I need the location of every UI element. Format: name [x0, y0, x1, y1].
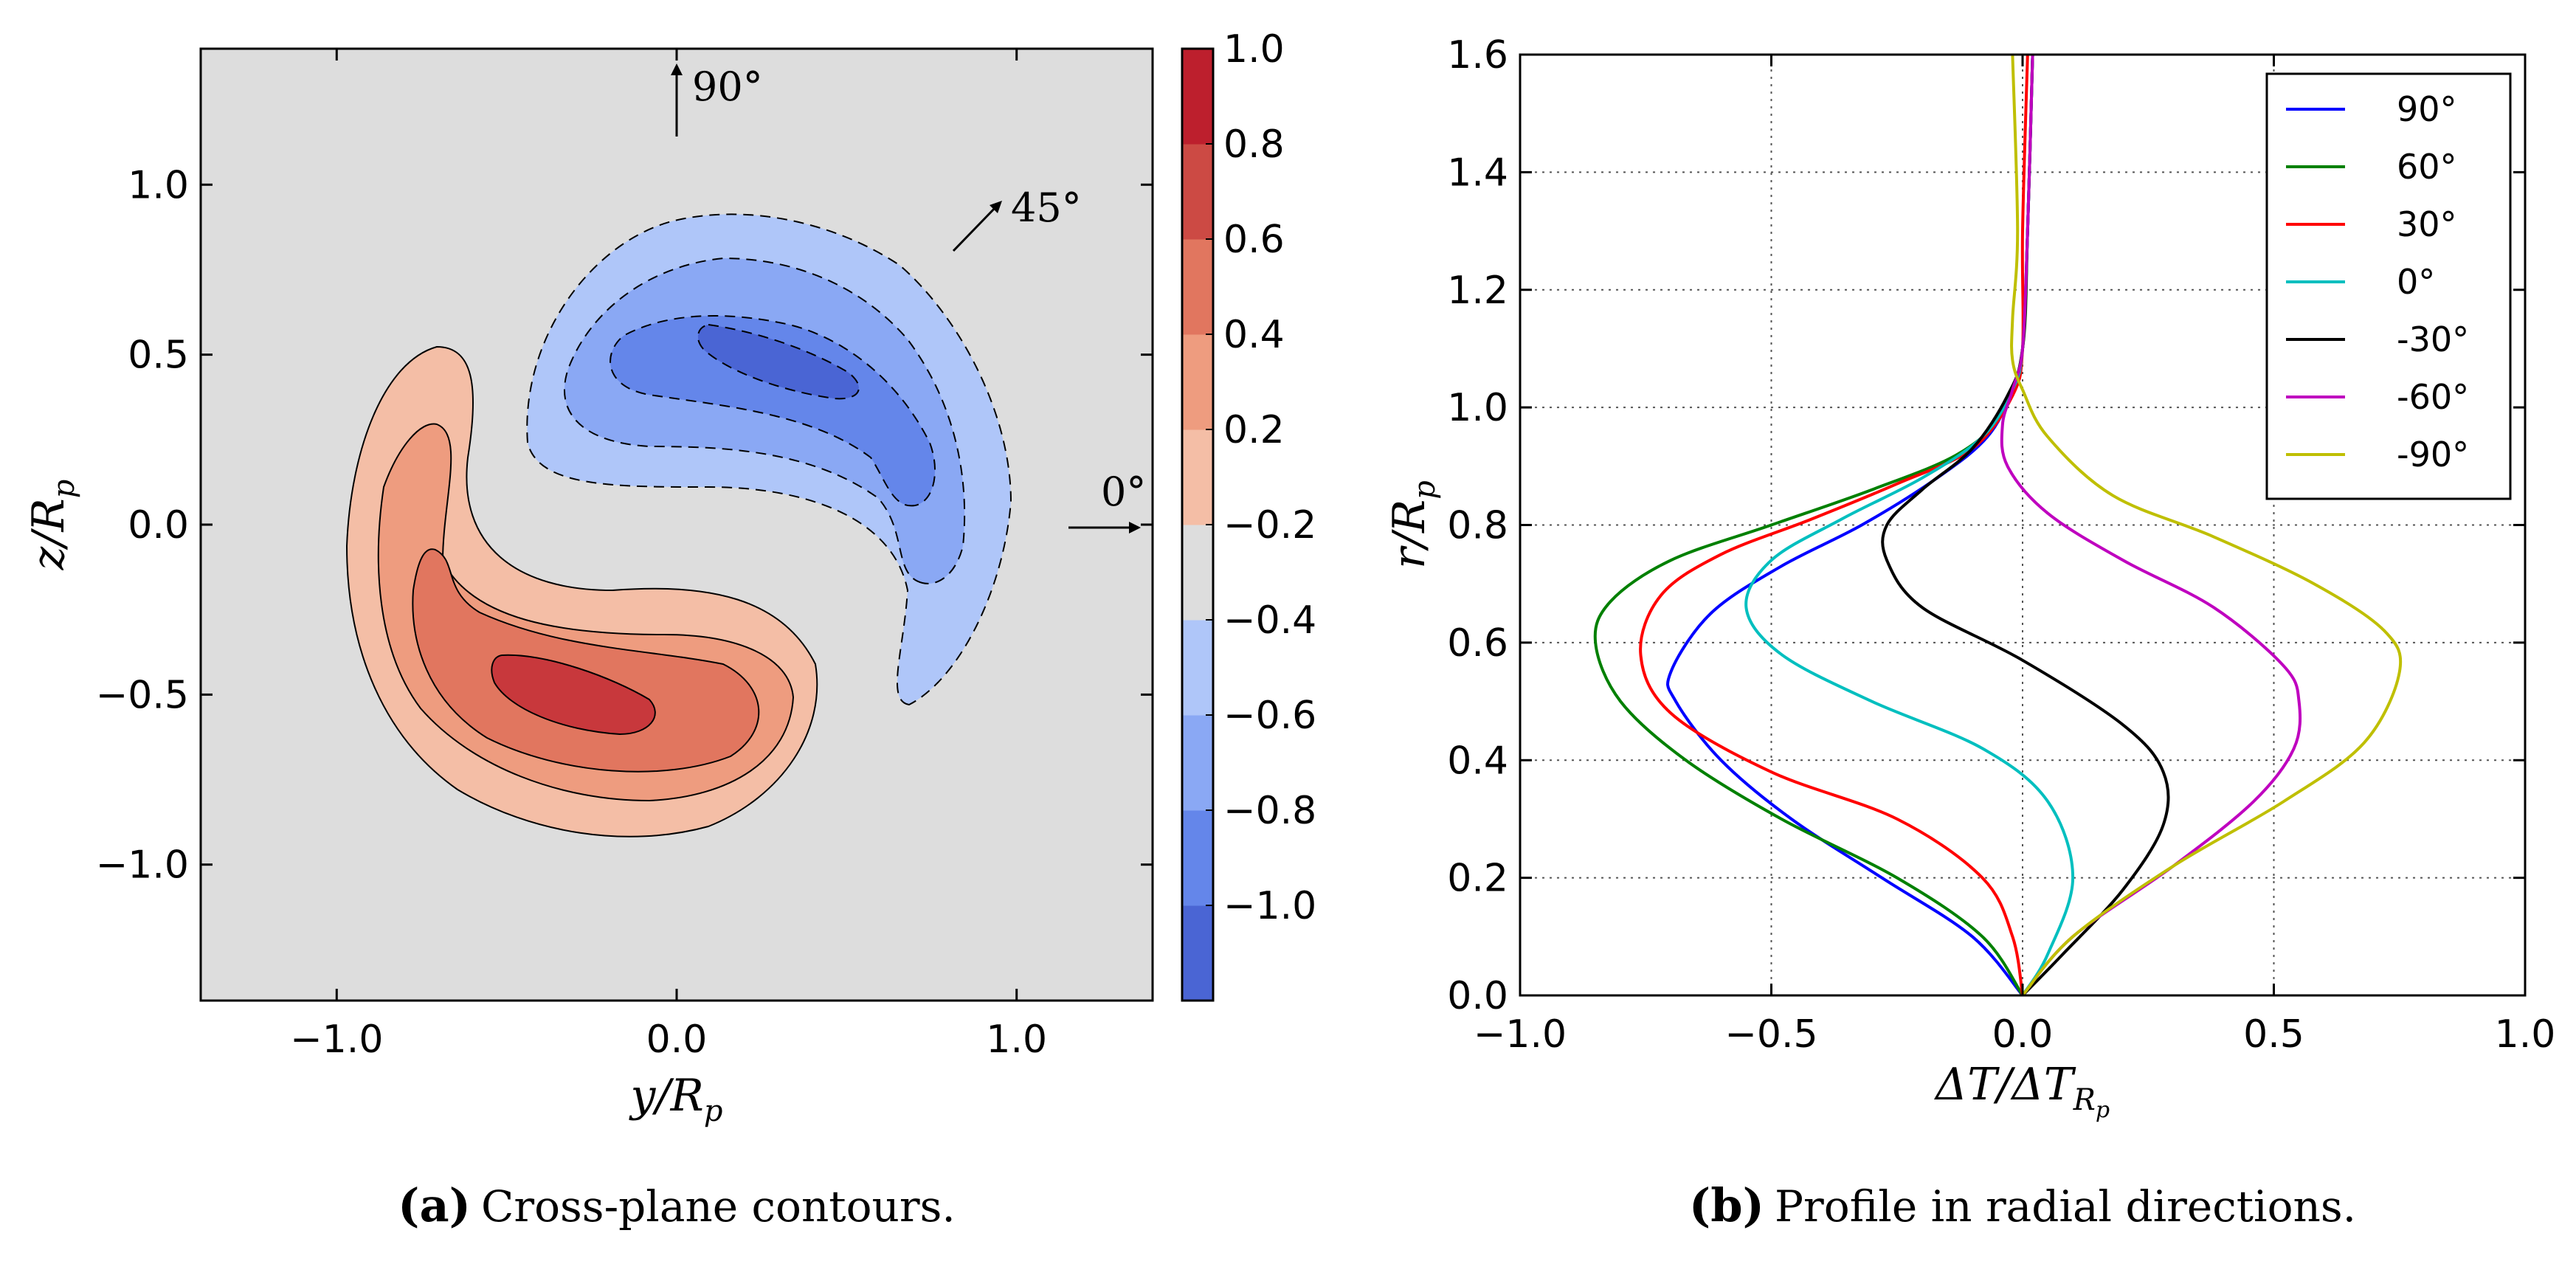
colorbar-tick-label: −0.2: [1223, 503, 1316, 548]
contour-ticks: [201, 49, 1153, 1001]
contour-ylabel: z/Rp: [23, 480, 81, 571]
profile-x-tick-label: 1.0: [2495, 1012, 2556, 1057]
series-line: [2010, 55, 2403, 995]
profile-xlabel: ΔT/ΔTRp: [1934, 1059, 2110, 1123]
profile-x-tick-label: 0.0: [1992, 1012, 2054, 1057]
legend-label: 30°: [2397, 204, 2457, 244]
caption-a: (a) Cross-plane contours.: [398, 1178, 956, 1232]
profile-x-tick-label: −0.5: [1724, 1012, 1817, 1057]
svg-text:y/Rp: y/Rp: [629, 1070, 723, 1128]
direction-annotations: 90° 45° 0°: [671, 63, 1146, 533]
profile-y-tick-label: 0.8: [1447, 504, 1508, 548]
colorbar-tick-label: −0.6: [1223, 694, 1316, 738]
profile-panel: −1.0 −0.5 0.0 0.5 1.0 1.6 1.4 1.2 1.0 0.8 0.6 0.4 0…: [1384, 33, 2555, 1232]
contour-level-minus-0.8: [697, 323, 860, 400]
contour-y-tick-label: 0.0: [128, 503, 189, 548]
colorbar: 1.0 0.8 0.6 0.4 0.2 −0.2 −0.4 −0.6 −0.8 −1.0: [1181, 27, 1316, 1002]
colorbar-tick-label: 0.2: [1223, 408, 1285, 452]
profile-y-tick-labels: 1.6 1.4 1.2 1.0 0.8 0.6 0.4 0.2 0.0: [1447, 33, 1508, 1018]
profile-y-tick-label: 0.4: [1447, 739, 1508, 783]
annotation-90: 90°: [692, 63, 763, 110]
colorbar-band: [1182, 810, 1213, 906]
colorbar-tick-label: 0.4: [1223, 313, 1285, 357]
arrow-90-head: [671, 63, 683, 75]
colorbar-band: [1182, 334, 1213, 430]
profile-y-tick-label: 0.0: [1447, 974, 1508, 1018]
profile-y-tick-label: 1.0: [1447, 386, 1508, 430]
colorbar-tick-label: 1.0: [1223, 27, 1285, 72]
colorbar-band: [1182, 905, 1213, 1001]
contour-y-tick-label: 1.0: [128, 163, 189, 207]
negative-lobe: [526, 213, 1012, 706]
profile-ticks: [1519, 53, 2527, 997]
colorbar-tick-labels: 1.0 0.8 0.6 0.4 0.2 −0.2 −0.4 −0.6 −0.8 −1.0: [1206, 27, 1316, 928]
contour-background: [201, 49, 1153, 1001]
colorbar-band: [1182, 715, 1213, 811]
colorbar-band: [1182, 429, 1213, 525]
legend-label: -60°: [2397, 377, 2469, 417]
annotation-45: 45°: [1011, 184, 1082, 231]
contour-level-0.8: [491, 654, 656, 736]
colorbar-tick-label: −1.0: [1223, 884, 1316, 928]
legend-label: 0°: [2397, 262, 2435, 302]
colorbar-band: [1182, 49, 1213, 145]
colorbar-band: [1182, 144, 1213, 240]
colorbar-band: [1182, 525, 1213, 621]
colorbar-tick-label: −0.4: [1223, 598, 1316, 643]
profile-x-tick-label: 0.5: [2243, 1012, 2304, 1057]
contour-y-tick-labels: 1.0 0.5 0.0 −0.5 −1.0: [96, 163, 189, 887]
profile-y-tick-label: 1.4: [1447, 151, 1508, 195]
colorbar-tick-label: 0.6: [1223, 218, 1285, 262]
contour-x-tick-labels: −1.0 0.0 1.0: [290, 1018, 1047, 1062]
arrow-45-head: [990, 201, 1002, 213]
legend-label: 60°: [2397, 147, 2457, 187]
contour-panel: −1.0 0.0 1.0 1.00.50.0−0.5−1.0 90° 45° 0° …: [23, 47, 1154, 1232]
caption-b: (b) Profile in radial directions.: [1689, 1178, 2356, 1232]
svg-text:z/Rp: z/Rp: [23, 480, 81, 571]
positive-lobe: [345, 345, 818, 838]
contour-x-tick-label: −1.0: [290, 1018, 383, 1062]
colorbar-tick-label: 0.8: [1223, 122, 1285, 167]
contour-x-tick-label: 0.0: [646, 1018, 708, 1062]
contour-y-tick-label: 0.5: [128, 334, 189, 378]
arrow-45: [952, 204, 999, 252]
profile-series: [1593, 55, 2403, 995]
contour-y-tick-label: −0.5: [96, 673, 189, 717]
colorbar-bands: [1182, 49, 1213, 1001]
annotation-0: 0°: [1101, 469, 1146, 515]
legend-label: 90°: [2397, 89, 2457, 129]
legend: 90° 60° 30° 0° -30° -60° -90°: [2265, 72, 2512, 500]
profile-ylabel: r/Rp: [1384, 480, 1442, 569]
profile-y-tick-label: 0.2: [1447, 857, 1508, 901]
svg-text:ΔT/ΔTRp: ΔT/ΔTRp: [1934, 1059, 2110, 1123]
contour-level-0.6: [412, 548, 760, 773]
contour-xlabel: y/Rp: [629, 1070, 723, 1128]
arrow-0-head: [1129, 522, 1141, 533]
profile-x-tick-label: −1.0: [1474, 1012, 1567, 1057]
colorbar-band: [1182, 620, 1213, 716]
legend-label: -90°: [2397, 435, 2469, 474]
svg-text:r/Rp: r/Rp: [1384, 480, 1442, 569]
legend-box: [2265, 72, 2512, 500]
colorbar-band: [1182, 239, 1213, 335]
contour-level-minus-0.6: [610, 315, 936, 507]
profile-y-tick-label: 0.6: [1447, 621, 1508, 666]
profile-y-tick-label: 1.2: [1447, 269, 1508, 313]
profile-x-tick-labels: −1.0 −0.5 0.0 0.5 1.0: [1474, 1012, 2555, 1057]
contour-x-tick-label: 1.0: [986, 1018, 1047, 1062]
contour-y-tick-label: −1.0: [96, 843, 189, 888]
profile-y-tick-label: 1.6: [1447, 33, 1508, 77]
colorbar-tick-label: −0.8: [1223, 789, 1316, 833]
legend-label: -30°: [2397, 320, 2469, 359]
series-line: [2000, 55, 2302, 995]
